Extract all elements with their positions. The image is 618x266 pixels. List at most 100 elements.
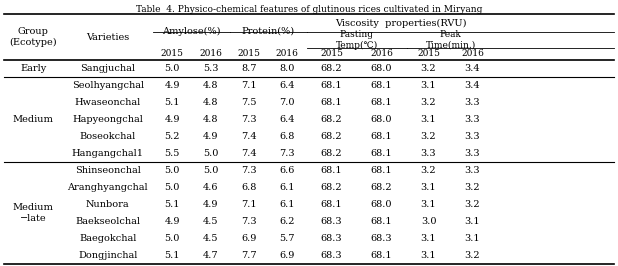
Text: Medium: Medium bbox=[13, 115, 54, 124]
Text: 3.2: 3.2 bbox=[465, 183, 480, 192]
Text: 68.1: 68.1 bbox=[371, 251, 392, 260]
Text: 3.2: 3.2 bbox=[465, 251, 480, 260]
Text: 7.4: 7.4 bbox=[241, 149, 256, 158]
Text: 3.2: 3.2 bbox=[421, 64, 436, 73]
Text: 68.2: 68.2 bbox=[321, 115, 342, 124]
Text: Table  4. Physico-chemical features of glutinous rices cultivated in Miryang: Table 4. Physico-chemical features of gl… bbox=[136, 5, 482, 14]
Text: 2015: 2015 bbox=[417, 49, 440, 59]
Text: 3.1: 3.1 bbox=[421, 251, 436, 260]
Text: 2015: 2015 bbox=[237, 49, 260, 59]
Text: 4.5: 4.5 bbox=[203, 217, 218, 226]
Text: Hwaseonchal: Hwaseonchal bbox=[75, 98, 141, 107]
Text: 6.6: 6.6 bbox=[280, 166, 295, 175]
Text: Protein(%): Protein(%) bbox=[242, 27, 295, 35]
Text: 68.3: 68.3 bbox=[371, 234, 392, 243]
Text: 6.2: 6.2 bbox=[279, 217, 295, 226]
Text: 3.0: 3.0 bbox=[421, 217, 436, 226]
Text: 5.0: 5.0 bbox=[164, 166, 180, 175]
Text: 68.3: 68.3 bbox=[321, 234, 342, 243]
Text: 3.1: 3.1 bbox=[421, 200, 436, 209]
Text: Viscosity  properties(RVU): Viscosity properties(RVU) bbox=[335, 18, 466, 28]
Text: 68.0: 68.0 bbox=[371, 64, 392, 73]
Text: Peak
Time(min.): Peak Time(min.) bbox=[425, 30, 476, 50]
Text: 68.2: 68.2 bbox=[321, 149, 342, 158]
Text: 6.8: 6.8 bbox=[241, 183, 256, 192]
Text: 2015: 2015 bbox=[320, 49, 343, 59]
Text: 5.2: 5.2 bbox=[164, 132, 180, 141]
Text: 3.3: 3.3 bbox=[465, 166, 480, 175]
Text: 5.0: 5.0 bbox=[164, 234, 180, 243]
Text: 3.3: 3.3 bbox=[465, 98, 480, 107]
Text: 4.6: 4.6 bbox=[203, 183, 218, 192]
Text: 7.0: 7.0 bbox=[279, 98, 295, 107]
Text: 2015: 2015 bbox=[161, 49, 184, 59]
Text: 3.1: 3.1 bbox=[421, 115, 436, 124]
Text: 3.1: 3.1 bbox=[421, 81, 436, 90]
Text: 3.3: 3.3 bbox=[465, 132, 480, 141]
Text: 5.0: 5.0 bbox=[203, 166, 218, 175]
Text: 7.7: 7.7 bbox=[241, 251, 256, 260]
Text: Medium
−late: Medium −late bbox=[13, 203, 54, 223]
Text: Pasting
Temp(℃): Pasting Temp(℃) bbox=[336, 30, 378, 50]
Text: Baekseolchal: Baekseolchal bbox=[75, 217, 140, 226]
Text: 7.5: 7.5 bbox=[241, 98, 256, 107]
Text: 68.0: 68.0 bbox=[371, 115, 392, 124]
Text: Amylose(%): Amylose(%) bbox=[162, 26, 221, 36]
Text: 68.1: 68.1 bbox=[321, 200, 342, 209]
Text: Group
(Ecotype): Group (Ecotype) bbox=[9, 27, 57, 47]
Text: 6.1: 6.1 bbox=[279, 183, 295, 192]
Text: 5.1: 5.1 bbox=[164, 200, 180, 209]
Text: 3.1: 3.1 bbox=[465, 217, 480, 226]
Text: 8.7: 8.7 bbox=[241, 64, 256, 73]
Text: 3.2: 3.2 bbox=[421, 166, 436, 175]
Text: 3.2: 3.2 bbox=[465, 200, 480, 209]
Text: 68.1: 68.1 bbox=[371, 166, 392, 175]
Text: Boseokchal: Boseokchal bbox=[80, 132, 136, 141]
Text: 7.1: 7.1 bbox=[241, 200, 256, 209]
Text: 3.3: 3.3 bbox=[421, 149, 436, 158]
Text: 7.1: 7.1 bbox=[241, 81, 256, 90]
Text: 2016: 2016 bbox=[199, 49, 222, 59]
Text: 68.1: 68.1 bbox=[321, 81, 342, 90]
Text: 4.7: 4.7 bbox=[203, 251, 218, 260]
Text: 7.3: 7.3 bbox=[241, 217, 256, 226]
Text: 2016: 2016 bbox=[276, 49, 298, 59]
Text: 4.9: 4.9 bbox=[164, 81, 180, 90]
Text: 3.3: 3.3 bbox=[465, 149, 480, 158]
Text: 4.9: 4.9 bbox=[203, 132, 218, 141]
Text: Aranghyangchal: Aranghyangchal bbox=[67, 183, 148, 192]
Text: 3.1: 3.1 bbox=[421, 234, 436, 243]
Text: 7.4: 7.4 bbox=[241, 132, 256, 141]
Text: 68.2: 68.2 bbox=[371, 183, 392, 192]
Text: 3.2: 3.2 bbox=[421, 132, 436, 141]
Text: 68.1: 68.1 bbox=[321, 98, 342, 107]
Text: 4.9: 4.9 bbox=[164, 115, 180, 124]
Text: 7.3: 7.3 bbox=[241, 166, 256, 175]
Text: 5.0: 5.0 bbox=[203, 149, 218, 158]
Text: 68.1: 68.1 bbox=[371, 132, 392, 141]
Text: 5.0: 5.0 bbox=[164, 64, 180, 73]
Text: 5.7: 5.7 bbox=[279, 234, 295, 243]
Text: 68.2: 68.2 bbox=[321, 64, 342, 73]
Text: Sangjuchal: Sangjuchal bbox=[80, 64, 135, 73]
Text: 6.4: 6.4 bbox=[279, 115, 295, 124]
Text: 68.1: 68.1 bbox=[371, 98, 392, 107]
Text: 3.1: 3.1 bbox=[465, 234, 480, 243]
Text: 68.1: 68.1 bbox=[321, 166, 342, 175]
Text: Baegokchal: Baegokchal bbox=[79, 234, 137, 243]
Text: Hangangchal1: Hangangchal1 bbox=[72, 149, 144, 158]
Text: 3.4: 3.4 bbox=[465, 64, 480, 73]
Text: 6.1: 6.1 bbox=[279, 200, 295, 209]
Text: 7.3: 7.3 bbox=[241, 115, 256, 124]
Text: 7.3: 7.3 bbox=[279, 149, 295, 158]
Text: Seolhyangchal: Seolhyangchal bbox=[72, 81, 144, 90]
Text: 68.3: 68.3 bbox=[321, 251, 342, 260]
Text: 6.9: 6.9 bbox=[280, 251, 295, 260]
Text: Varieties: Varieties bbox=[86, 32, 129, 41]
Text: Dongjinchal: Dongjinchal bbox=[78, 251, 137, 260]
Text: 3.4: 3.4 bbox=[465, 81, 480, 90]
Text: Nunbora: Nunbora bbox=[86, 200, 130, 209]
Text: 68.1: 68.1 bbox=[371, 217, 392, 226]
Text: 2016: 2016 bbox=[370, 49, 393, 59]
Text: 5.0: 5.0 bbox=[164, 183, 180, 192]
